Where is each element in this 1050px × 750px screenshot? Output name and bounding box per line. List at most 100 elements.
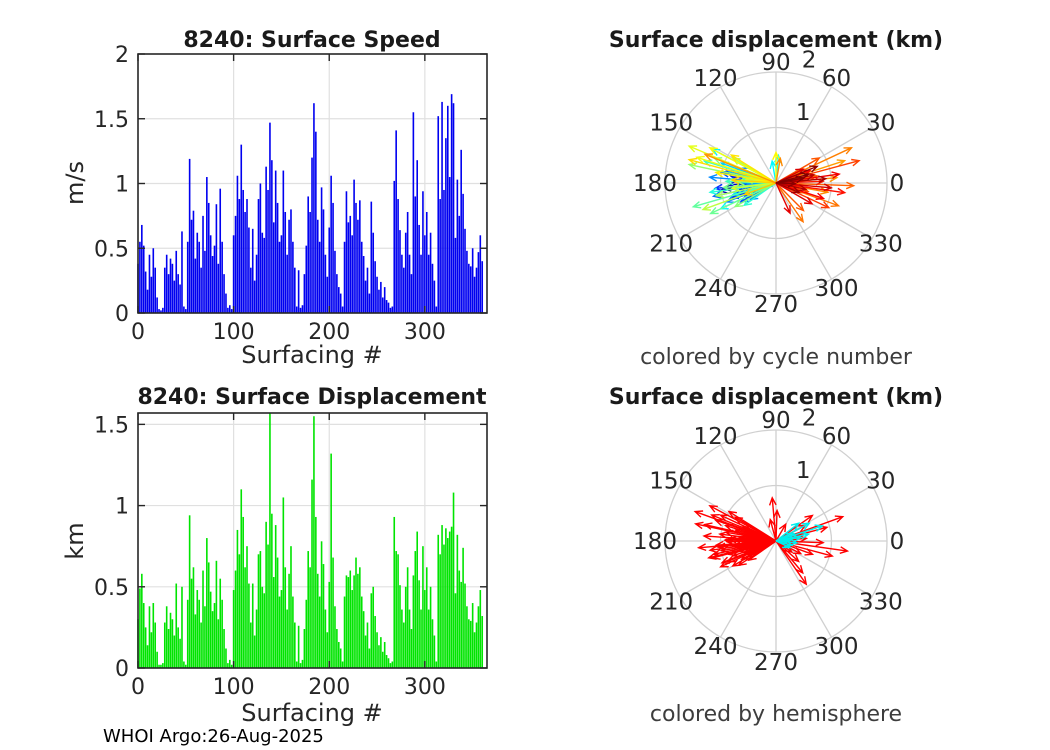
bar (307, 196, 309, 313)
bar (274, 525, 277, 668)
theta-tick-label: 300 (815, 634, 859, 660)
theta-tick-label: 120 (694, 66, 738, 92)
theta-tick-label: 240 (694, 634, 738, 660)
bar (464, 228, 466, 313)
bar (412, 575, 415, 668)
bar (238, 554, 241, 668)
x-tick-label: 200 (308, 675, 350, 700)
displacement-arrow (775, 182, 791, 215)
bar (190, 578, 193, 668)
bar (389, 663, 392, 668)
bar (234, 215, 237, 313)
bar (318, 596, 321, 668)
bar (378, 289, 380, 313)
y-tick-label: 2 (115, 43, 129, 68)
displacement-arrow (741, 526, 777, 542)
displacement-arrow (775, 536, 792, 545)
bar (383, 287, 386, 313)
bar (198, 599, 200, 668)
bar (290, 209, 292, 313)
bar (204, 250, 206, 313)
bar (146, 645, 149, 668)
theta-tick-label: 60 (822, 66, 851, 92)
bar (380, 281, 382, 313)
bar (188, 158, 191, 313)
bar (294, 622, 296, 668)
bar (307, 551, 309, 668)
bar (468, 263, 470, 313)
bar (263, 593, 266, 668)
bar (349, 570, 352, 668)
bar (313, 103, 315, 314)
bar (152, 603, 155, 668)
bar (418, 580, 420, 668)
bar (425, 211, 428, 313)
bar (362, 256, 365, 313)
bar (179, 284, 181, 313)
bar (339, 648, 342, 668)
bar (397, 554, 399, 668)
theta-tick-label: 210 (649, 590, 693, 616)
bar (295, 306, 298, 313)
bar (163, 622, 166, 668)
x-tick-label: 100 (213, 675, 255, 700)
displacement-arrow (775, 522, 787, 542)
bar (324, 254, 327, 313)
bar (175, 250, 178, 313)
bar (250, 622, 252, 668)
bar (240, 489, 243, 668)
bar (351, 235, 353, 313)
bar (169, 258, 172, 313)
bar (429, 232, 432, 313)
bar (269, 413, 271, 668)
polar-cycle-title: Surface displacement (km) (608, 28, 944, 53)
bar (278, 596, 281, 668)
displacement-title: 8240: Surface Displacement (137, 385, 487, 410)
bar (305, 245, 308, 313)
bar (450, 526, 453, 668)
bar (320, 187, 323, 313)
bar (303, 274, 306, 313)
bar (186, 599, 189, 668)
bar (357, 573, 359, 668)
bar (443, 544, 445, 668)
bar (404, 232, 407, 313)
bar (141, 573, 143, 668)
y-tick-label: 1 (115, 173, 129, 198)
bar (403, 622, 405, 668)
bar (217, 263, 220, 313)
bar (395, 130, 397, 313)
bar (271, 513, 273, 668)
theta-tick-label: 240 (694, 276, 738, 302)
bar (185, 664, 187, 668)
bar (192, 567, 195, 668)
displacement-ylabel: km (61, 522, 89, 560)
bar (156, 297, 158, 313)
x-tick-label: 200 (308, 320, 350, 345)
displacement-arrow (743, 182, 777, 196)
bar (215, 204, 218, 313)
bar (416, 160, 418, 313)
bar (139, 241, 141, 313)
displacement-arrow (729, 154, 777, 184)
bar (309, 567, 311, 668)
bar (257, 554, 260, 668)
bar (181, 586, 183, 668)
bar (343, 596, 346, 668)
bar (475, 267, 478, 313)
bar (393, 180, 396, 313)
bar (156, 651, 158, 668)
y-tick-label: 1.5 (94, 413, 129, 438)
bar (479, 235, 482, 313)
theta-tick-label: 30 (866, 469, 895, 495)
speed-ylabel: m/s (61, 161, 89, 205)
bar (385, 655, 388, 668)
bar (422, 546, 424, 668)
polar-cycle-caption: colored by cycle number (640, 345, 912, 370)
bar (469, 620, 472, 668)
bar (328, 227, 331, 313)
bar (456, 179, 459, 313)
bar (313, 416, 315, 668)
displacement-arrow (733, 182, 777, 208)
bar (230, 309, 233, 313)
